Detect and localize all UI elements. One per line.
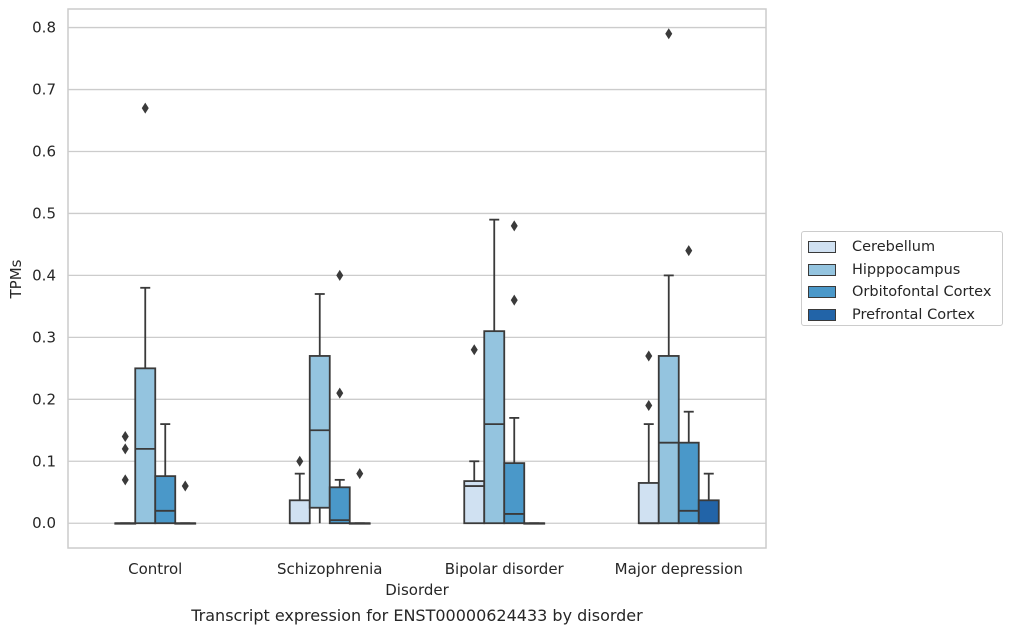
outlier-point bbox=[141, 102, 149, 114]
box-prefrontal-cortex bbox=[348, 468, 371, 525]
legend-item: Prefrontal Cortex bbox=[808, 304, 1002, 327]
legend-label: Prefrontal Cortex bbox=[852, 306, 975, 323]
legend: Cerebellum Hipppocampus Orbitofontal Corte… bbox=[801, 231, 1003, 326]
legend-label: Orbitofontal Cortex bbox=[852, 284, 992, 301]
plot-frame bbox=[67, 8, 767, 549]
box-prefrontal-cortex bbox=[697, 472, 720, 525]
box-iqr bbox=[328, 486, 351, 525]
x-tick-label: Bipolar disorder bbox=[445, 560, 565, 578]
outlier-point bbox=[470, 344, 478, 356]
legend-swatch bbox=[808, 241, 836, 254]
y-tick-label: 0.5 bbox=[32, 204, 56, 222]
box-cerebellum bbox=[288, 455, 311, 525]
y-tick-label: 0.4 bbox=[32, 266, 56, 284]
box-cerebellum bbox=[114, 430, 137, 525]
box-iqr bbox=[503, 462, 526, 525]
legend-item: Hipppocampus bbox=[808, 259, 1002, 282]
figure-caption: Transcript expression for ENST0000062443… bbox=[191, 606, 643, 625]
box-iqr bbox=[288, 499, 311, 525]
box-hipppocampus bbox=[483, 218, 506, 525]
x-axis-label: Disorder bbox=[385, 581, 449, 599]
box-orbitofontal-cortex bbox=[503, 220, 526, 525]
y-tick-label: 0.2 bbox=[32, 390, 56, 408]
box-iqr bbox=[308, 355, 331, 509]
box-cerebellum bbox=[463, 344, 486, 525]
box-prefrontal-cortex bbox=[523, 522, 546, 525]
y-tick-label: 0.3 bbox=[32, 328, 56, 346]
box-orbitofontal-cortex bbox=[328, 269, 351, 525]
outlier-point bbox=[121, 443, 129, 455]
y-tick-label: 0.1 bbox=[32, 452, 56, 470]
box-iqr bbox=[657, 355, 680, 525]
outlier-point bbox=[645, 400, 653, 412]
box-hipppocampus bbox=[308, 293, 331, 524]
y-axis-ticks: 0.0 0.1 0.2 0.3 0.4 0.5 0.6 0.7 0.8 bbox=[32, 19, 56, 533]
y-tick-label: 0.6 bbox=[32, 142, 56, 160]
outlier-point bbox=[356, 468, 364, 480]
outlier-point bbox=[296, 455, 304, 467]
x-tick-label: Control bbox=[128, 560, 182, 578]
box-hipppocampus bbox=[657, 28, 680, 525]
box-iqr bbox=[134, 367, 157, 525]
y-axis-label: TPMs bbox=[7, 259, 25, 299]
legend-item: Orbitofontal Cortex bbox=[808, 281, 1002, 304]
legend-label: Hipppocampus bbox=[852, 261, 961, 278]
legend-item: Cerebellum bbox=[808, 236, 1002, 259]
outlier-point bbox=[665, 28, 673, 40]
box-prefrontal-cortex bbox=[174, 480, 197, 525]
box-iqr bbox=[677, 441, 700, 525]
legend-swatch bbox=[808, 286, 836, 299]
y-tick-label: 0.8 bbox=[32, 19, 56, 37]
x-tick-label: Major depression bbox=[615, 560, 743, 578]
box-iqr bbox=[154, 475, 177, 525]
outlier-point bbox=[685, 245, 693, 257]
box-iqr bbox=[483, 330, 506, 525]
x-axis-ticks: Control Schizophrenia Bipolar disorder Majo… bbox=[128, 560, 743, 578]
legend-swatch bbox=[808, 263, 836, 276]
y-tick-label: 0.7 bbox=[32, 81, 56, 99]
box-orbitofontal-cortex bbox=[677, 245, 700, 525]
outlier-point bbox=[510, 294, 518, 306]
box-orbitofontal-cortex bbox=[154, 423, 177, 525]
box-iqr bbox=[637, 482, 660, 525]
outlier-point bbox=[645, 350, 653, 362]
outlier-point bbox=[181, 480, 189, 492]
box-iqr bbox=[697, 499, 720, 525]
outlier-point bbox=[121, 474, 129, 486]
outlier-point bbox=[121, 430, 129, 442]
outlier-point bbox=[336, 269, 344, 281]
box-plot-boxes bbox=[114, 28, 720, 525]
box-iqr bbox=[463, 480, 486, 525]
outlier-point bbox=[510, 220, 518, 232]
x-tick-label: Schizophrenia bbox=[277, 560, 382, 578]
box-hipppocampus bbox=[134, 102, 157, 525]
grid-lines bbox=[68, 26, 766, 524]
legend-swatch bbox=[808, 308, 836, 321]
y-tick-label: 0.0 bbox=[32, 514, 56, 532]
outlier-point bbox=[336, 387, 344, 399]
box-cerebellum bbox=[637, 350, 660, 525]
legend-label: Cerebellum bbox=[852, 239, 936, 256]
